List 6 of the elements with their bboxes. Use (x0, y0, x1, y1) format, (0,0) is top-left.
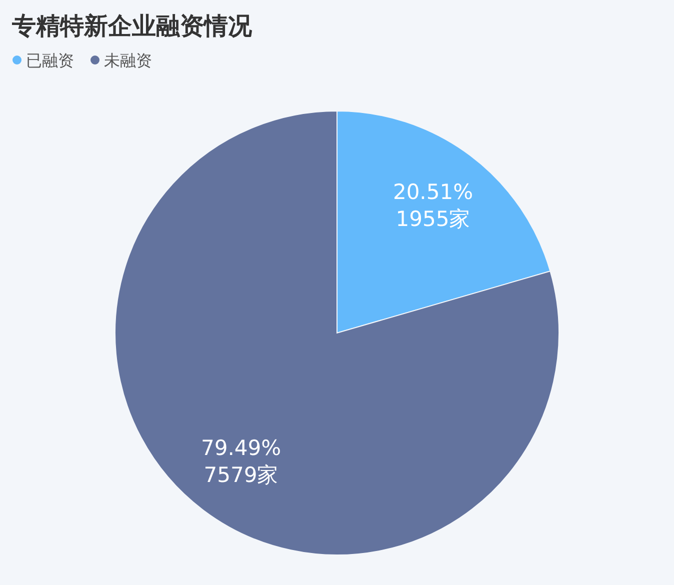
data-label: 20.51% 1955家 (392, 180, 474, 232)
pie-slice (114, 110, 560, 556)
chart-title: 专精特新企业融资情况 (11, 12, 253, 40)
legend-label: 已融资 (26, 51, 74, 70)
legend-label: 未融资 (104, 51, 152, 70)
data-label: 79.49% 7579家 (200, 436, 282, 487)
